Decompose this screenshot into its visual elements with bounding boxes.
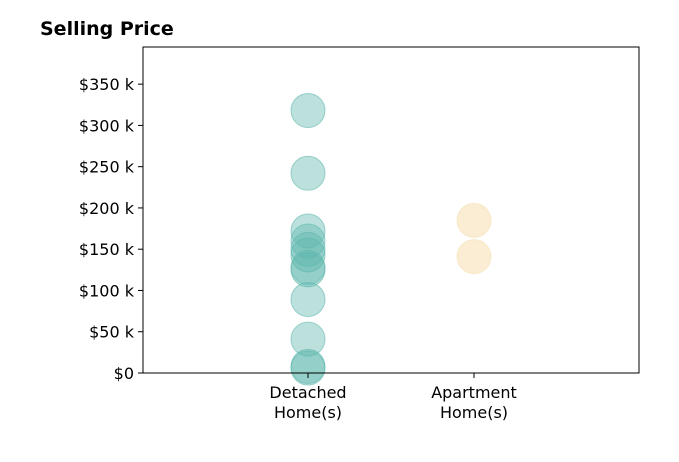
y-tick-label: $50 k [89, 323, 135, 342]
data-point [290, 237, 326, 273]
data-point [290, 223, 326, 259]
y-axis: $0 $50 k $100 k $150 k $200 k $250 k $300 k $35… [79, 75, 143, 383]
data-point [290, 213, 326, 249]
data-point [290, 155, 326, 191]
data-point [456, 239, 492, 275]
data-point [290, 252, 326, 288]
y-tick-label: $0 [114, 364, 134, 383]
data-point [290, 321, 326, 357]
x-tick-label: Detached [269, 383, 346, 402]
plot-frame [142, 46, 640, 374]
y-tick-label: $250 k [79, 158, 135, 177]
y-tick-label: $100 k [79, 281, 135, 300]
y-tick-label: $350 k [79, 75, 135, 94]
x-tick-label: Apartment [431, 383, 517, 402]
data-point [290, 93, 326, 129]
x-tick-label: Home(s) [440, 403, 508, 422]
y-tick-label: $150 k [79, 240, 135, 259]
y-tick-label: $300 k [79, 116, 135, 135]
x-tick-label: Home(s) [274, 403, 342, 422]
chart-title: Selling Price [40, 18, 174, 40]
data-point [290, 350, 326, 386]
y-tick-label: $200 k [79, 199, 135, 218]
data-points [290, 93, 492, 386]
data-point [290, 282, 326, 318]
data-point [456, 202, 492, 238]
